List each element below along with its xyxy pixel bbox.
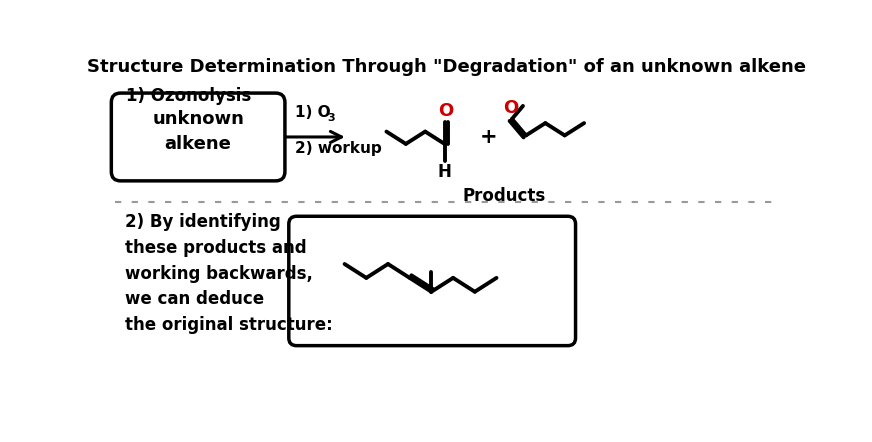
Text: O: O xyxy=(503,99,518,117)
Text: 1) Ozonolysis: 1) Ozonolysis xyxy=(126,87,251,105)
Text: Structure Determination Through "Degradation" of an unknown alkene: Structure Determination Through "Degrada… xyxy=(87,58,807,76)
Text: 1) O: 1) O xyxy=(295,105,330,120)
FancyBboxPatch shape xyxy=(289,216,576,346)
Text: +: + xyxy=(480,127,498,147)
Text: 2) By identifying
these products and
working backwards,
we can deduce
the origin: 2) By identifying these products and wor… xyxy=(125,213,332,334)
FancyBboxPatch shape xyxy=(112,93,285,181)
Text: H: H xyxy=(438,163,452,181)
Text: 3: 3 xyxy=(328,113,335,123)
Text: 2) workup: 2) workup xyxy=(295,141,382,156)
Text: O: O xyxy=(439,102,453,120)
Text: Products: Products xyxy=(463,187,546,205)
Text: unknown
alkene: unknown alkene xyxy=(153,110,244,153)
